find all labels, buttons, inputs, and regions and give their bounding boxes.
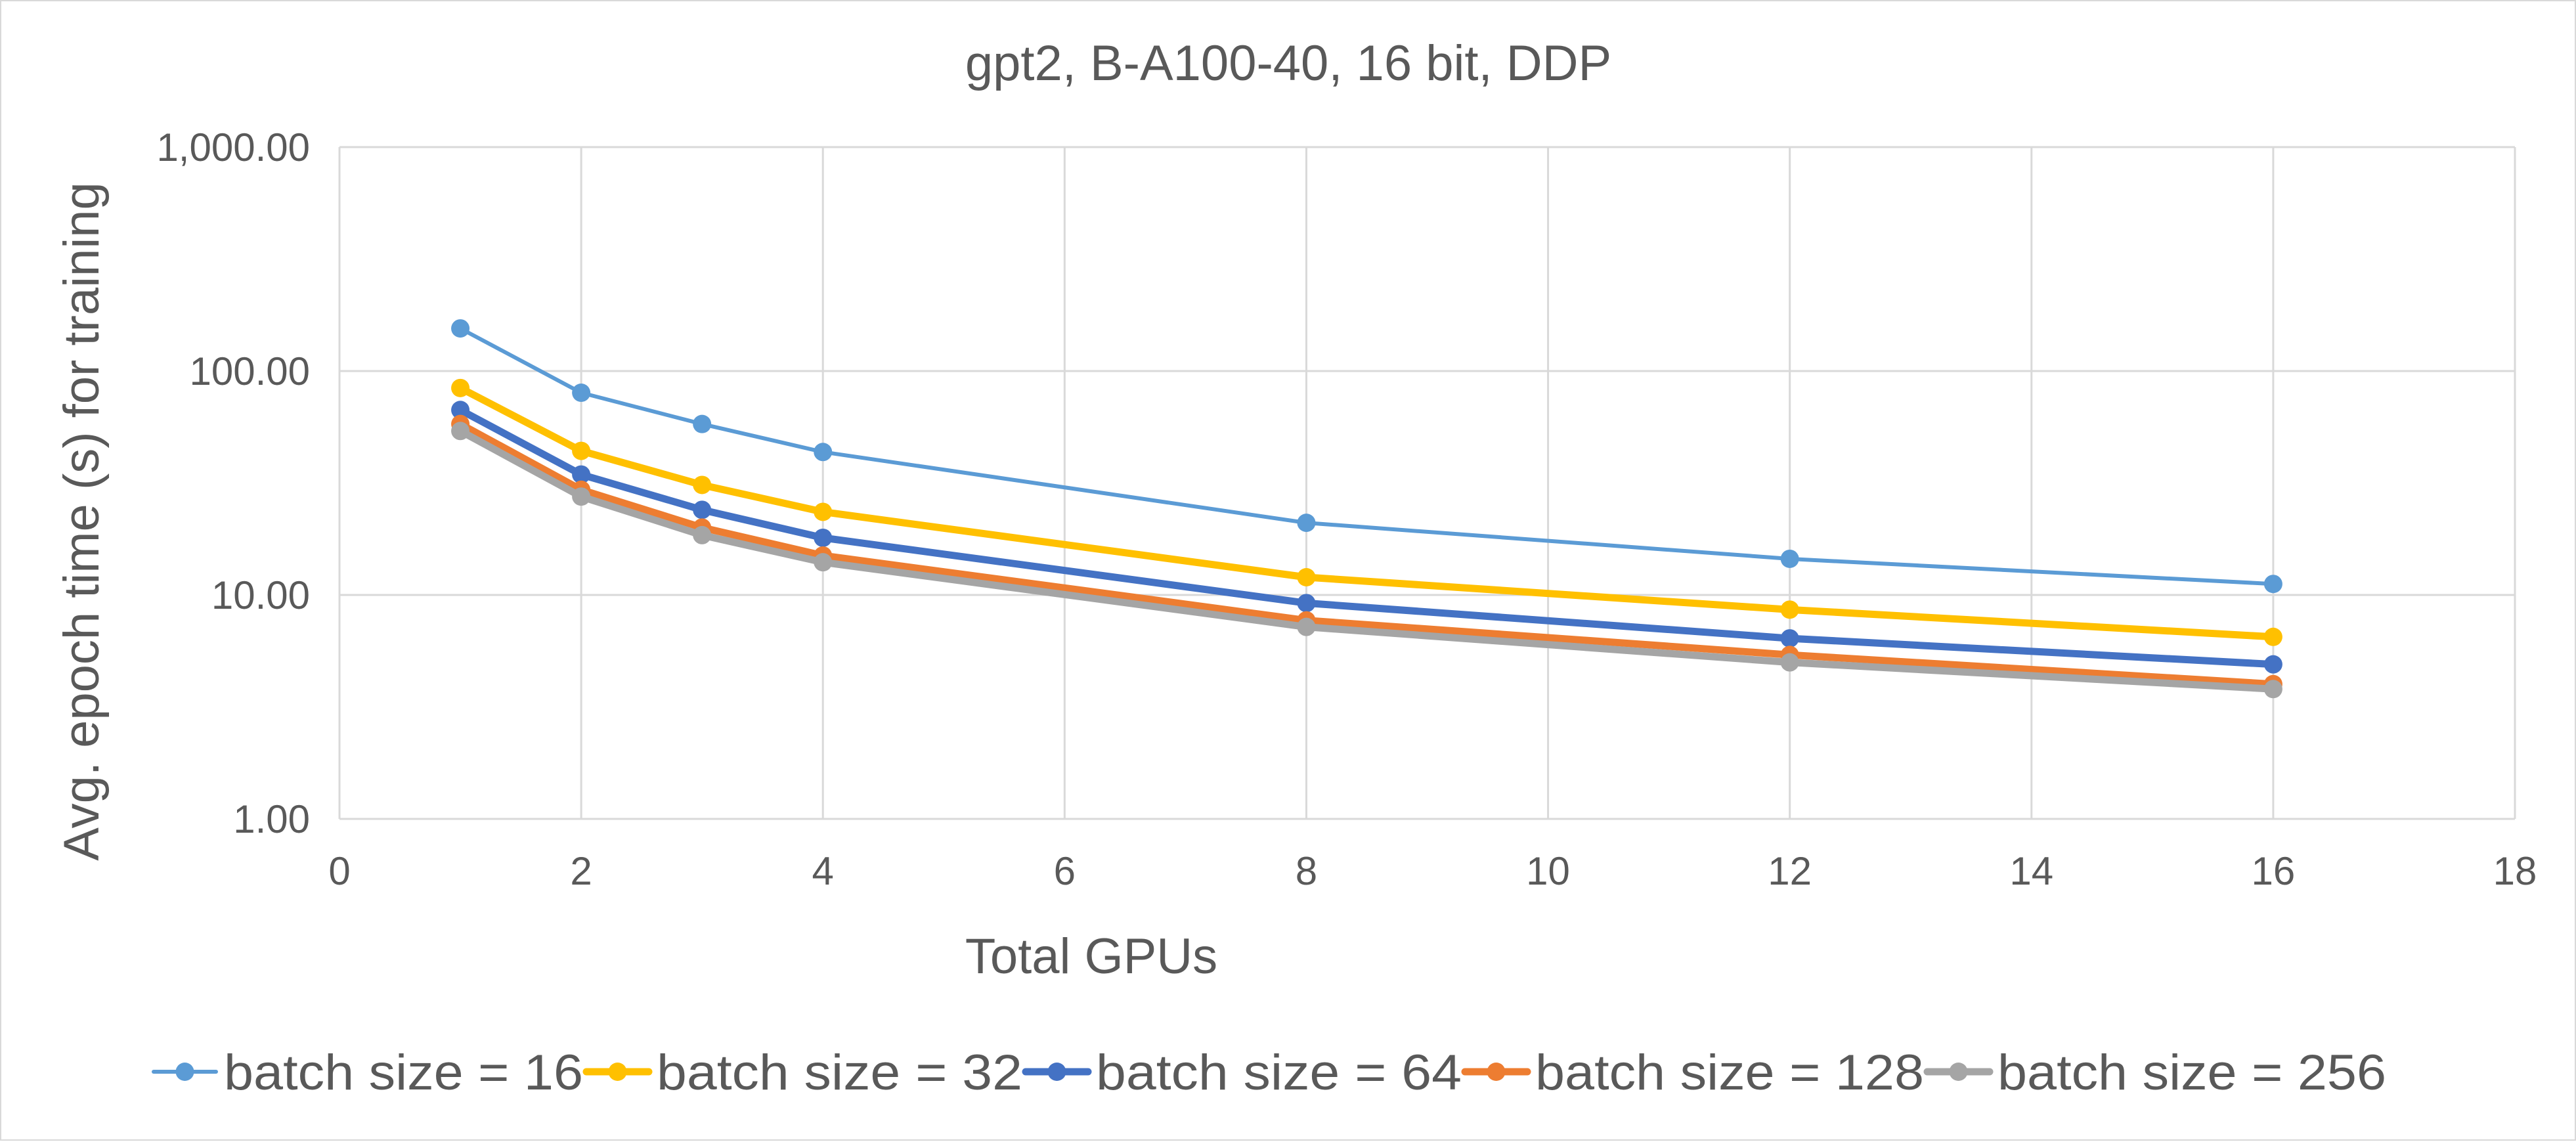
data-point	[693, 414, 712, 433]
data-point	[1780, 549, 1799, 568]
chart-title: gpt2, B-A100-40, 16 bit, DDP	[965, 35, 1611, 91]
legend-label: batch size = 256	[1997, 1045, 2386, 1101]
y-tick-label: 10.00	[211, 573, 310, 617]
data-point	[1780, 600, 1799, 619]
data-point	[572, 441, 591, 460]
data-point	[1297, 514, 1316, 533]
data-point	[814, 528, 833, 547]
x-axis-title: Total GPUs	[965, 929, 1217, 984]
data-point	[2263, 575, 2282, 594]
legend-item: batch size = 128	[1461, 1045, 1924, 1101]
x-tick-label: 14	[2009, 849, 2053, 893]
legend-swatch-marker	[1487, 1063, 1506, 1081]
series-line	[456, 420, 2277, 688]
x-tick-label: 10	[1526, 849, 1570, 893]
data-point	[693, 525, 712, 544]
data-point	[2263, 627, 2282, 646]
data-point	[572, 465, 591, 484]
legend-label: batch size = 16	[224, 1045, 583, 1101]
data-point	[693, 475, 712, 494]
legend-swatch-marker	[1949, 1063, 1968, 1081]
series-2	[451, 401, 2282, 674]
legend-label: batch size = 32	[657, 1045, 1022, 1101]
data-point	[1780, 653, 1799, 672]
series-4	[451, 422, 2282, 699]
data-point	[451, 378, 470, 397]
y-tick-label: 1.00	[233, 797, 310, 841]
series-0	[451, 319, 2282, 594]
tick-labels: 0 2 4 6 8 10 12 14 16 18 1.00 10.00 100.00 1,000.00	[156, 125, 2537, 893]
legend-label: batch size = 128	[1535, 1045, 1924, 1101]
x-tick-label: 18	[2493, 849, 2537, 893]
x-tick-label: 6	[1054, 849, 1076, 893]
y-tick-label: 100.00	[189, 349, 310, 393]
x-tick-label: 4	[812, 849, 834, 893]
x-tick-label: 16	[2252, 849, 2296, 893]
data-point	[451, 401, 470, 420]
legend-item: batch size = 16	[152, 1045, 583, 1101]
data-point	[814, 553, 833, 572]
legend-label: batch size = 64	[1096, 1045, 1462, 1101]
y-tick-label: 1,000.00	[156, 125, 310, 169]
y-axis-title: Avg. epoch time (s) for training	[54, 182, 110, 861]
data-point	[2263, 655, 2282, 674]
x-tick-label: 2	[570, 849, 592, 893]
legend-item: batch size = 32	[582, 1045, 1022, 1101]
data-point	[814, 443, 833, 462]
series-line	[456, 384, 2277, 641]
data-point	[572, 384, 591, 403]
legend-item: batch size = 256	[1923, 1045, 2386, 1101]
grid	[338, 146, 2516, 820]
data-point	[1297, 567, 1316, 586]
series-layer	[451, 319, 2282, 699]
data-point	[1297, 594, 1316, 613]
data-point	[2263, 680, 2282, 699]
data-point	[1297, 617, 1316, 636]
data-point	[572, 487, 591, 506]
legend-swatch-marker	[1047, 1063, 1066, 1081]
x-tick-label: 0	[328, 849, 350, 893]
x-tick-label: 12	[1768, 849, 1812, 893]
data-point	[451, 422, 470, 441]
data-point	[814, 502, 833, 521]
data-point	[451, 319, 470, 338]
legend: batch size = 16 batch size = 32 batch size…	[152, 1045, 2386, 1101]
legend-swatch-marker	[175, 1063, 194, 1081]
series-1	[451, 378, 2282, 646]
data-point	[1780, 629, 1799, 648]
data-point	[693, 500, 712, 519]
x-tick-label: 8	[1296, 849, 1317, 893]
legend-item: batch size = 64	[1022, 1045, 1462, 1101]
legend-swatch-marker	[608, 1063, 627, 1081]
